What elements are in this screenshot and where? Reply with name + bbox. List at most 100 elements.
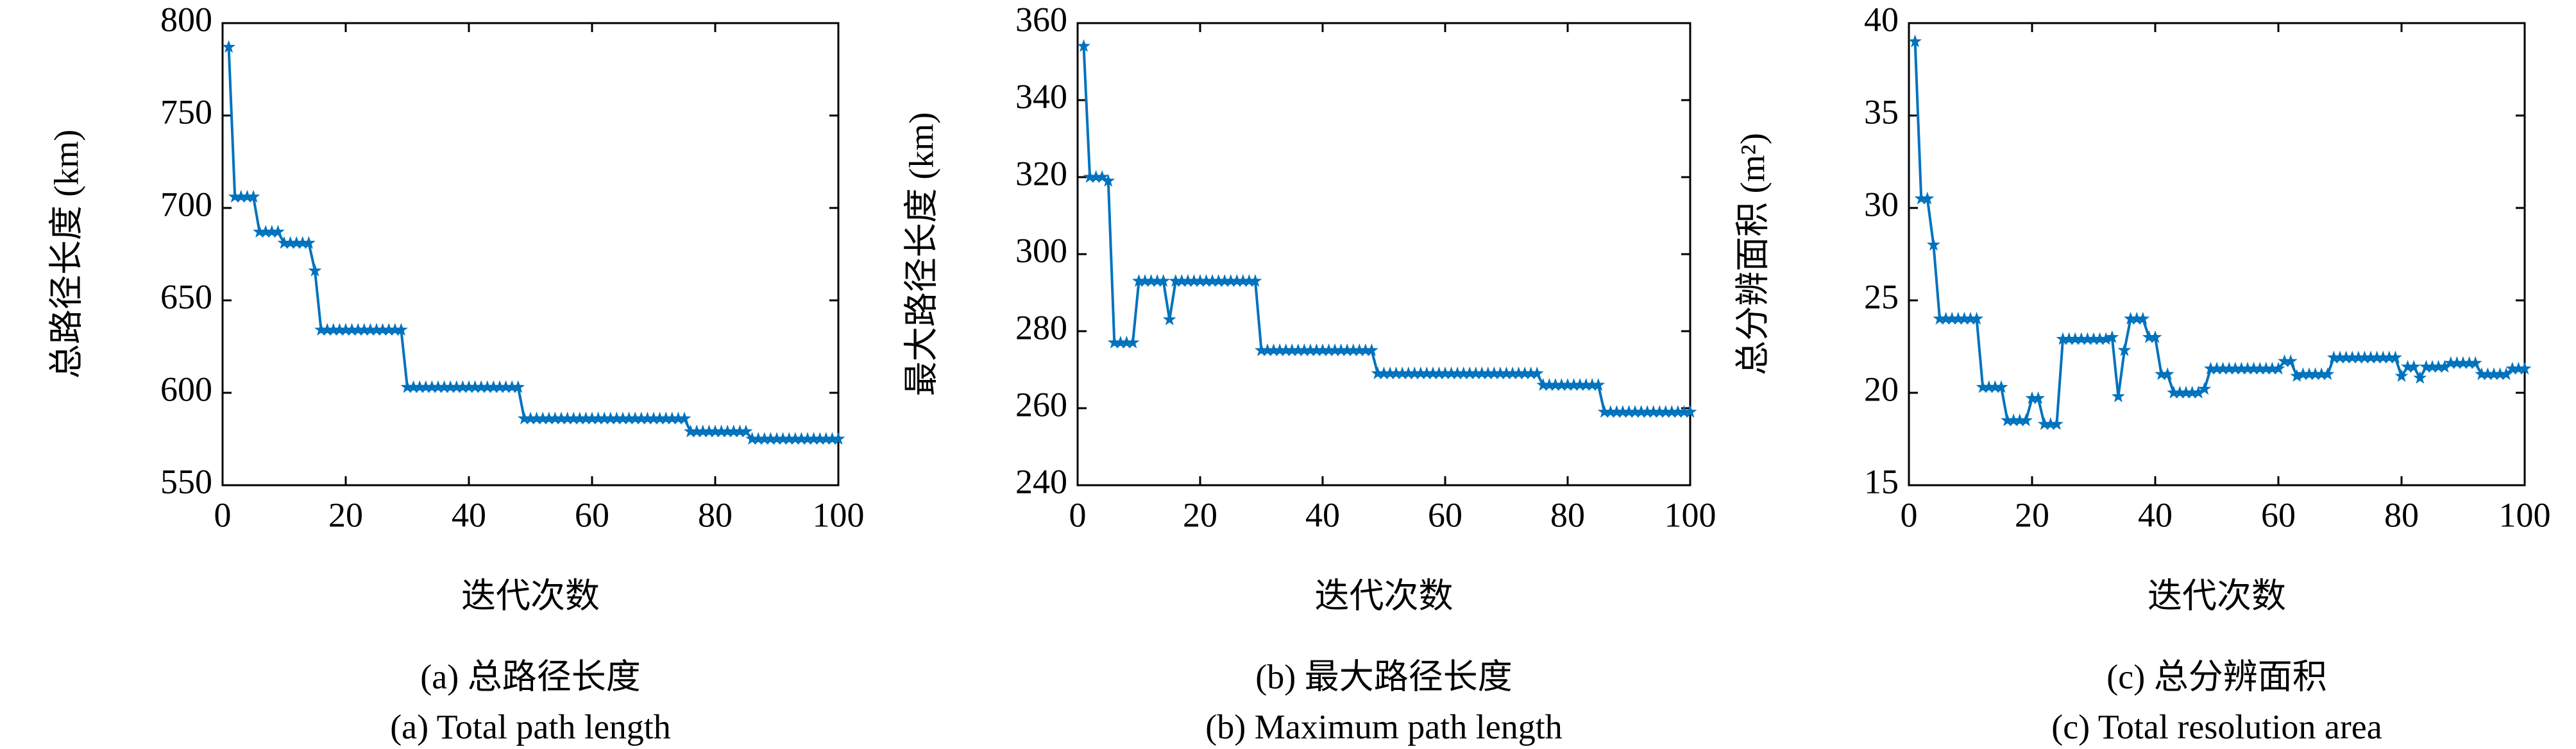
data-point — [1126, 336, 1140, 349]
data-point — [277, 236, 291, 249]
x-tick-label: 80 — [2384, 495, 2419, 534]
data-point — [1481, 366, 1495, 379]
data-point — [2309, 367, 2323, 381]
data-point — [493, 380, 507, 393]
data-point — [1346, 343, 1360, 356]
x-tick-label: 100 — [1665, 495, 1716, 534]
plot-frame — [1908, 22, 2526, 486]
data-point — [1677, 405, 1691, 418]
data-point — [1389, 366, 1403, 379]
data-point — [1567, 378, 1580, 391]
data-point — [1328, 343, 1342, 356]
data-point — [1475, 366, 1489, 379]
data-point — [407, 380, 421, 393]
data-point — [388, 323, 402, 336]
data-point — [751, 432, 765, 445]
data-point — [345, 323, 359, 336]
data-point — [1217, 274, 1232, 287]
data-point — [2302, 367, 2316, 381]
data-point — [1187, 274, 1201, 287]
data-point — [1395, 366, 1409, 379]
data-point — [2044, 417, 2058, 430]
y-axis-label: 总路径长度 (km) — [47, 130, 85, 379]
data-point — [1212, 274, 1226, 287]
data-point — [2296, 367, 2310, 381]
data-point — [2407, 359, 2421, 373]
data-point — [351, 323, 365, 336]
data-point — [450, 380, 464, 393]
data-point — [363, 323, 377, 336]
data-point — [2117, 343, 2131, 356]
data-point — [1542, 378, 1556, 391]
data-point — [1224, 274, 1238, 287]
y-tick-label: 600 — [160, 370, 212, 408]
data-point — [2247, 361, 2261, 375]
data-point — [1169, 274, 1183, 287]
data-point — [1512, 366, 1526, 379]
data-point — [376, 323, 390, 336]
data-point — [604, 411, 618, 425]
data-point — [1230, 274, 1244, 287]
data-point — [499, 380, 513, 393]
data-point — [1199, 274, 1213, 287]
data-point — [1933, 311, 1947, 325]
data-point — [400, 380, 414, 393]
data-point — [702, 424, 716, 438]
data-point — [2413, 371, 2427, 384]
data-point — [240, 189, 254, 203]
data-point — [1316, 343, 1330, 356]
data-point — [1647, 405, 1661, 418]
data-point — [1364, 343, 1378, 356]
data-point — [1622, 405, 1636, 418]
data-point — [1383, 366, 1397, 379]
data-point — [1500, 366, 1513, 379]
data-point — [1260, 343, 1275, 356]
data-point — [1193, 274, 1207, 287]
data-point — [2216, 361, 2230, 375]
y-tick-label: 300 — [1015, 231, 1067, 270]
data-point — [2351, 350, 2366, 364]
data-point — [2074, 332, 2089, 345]
x-tick-label: 100 — [813, 495, 865, 534]
x-tick-label: 80 — [1550, 495, 1585, 534]
y-tick-label: 260 — [1015, 385, 1067, 424]
data-point — [2511, 361, 2525, 375]
data-point — [745, 432, 759, 445]
data-point — [2142, 330, 2156, 343]
data-point — [2185, 386, 2199, 399]
data-point — [1659, 405, 1673, 418]
data-point — [1982, 380, 1996, 393]
data-point — [1518, 366, 1532, 379]
data-point — [394, 323, 408, 336]
data-point — [1926, 237, 1940, 251]
data-point — [1908, 34, 1922, 47]
data-point — [819, 432, 833, 445]
data-point — [1083, 170, 1097, 183]
x-tick-label: 20 — [2015, 495, 2049, 534]
y-tick-label: 650 — [160, 277, 212, 316]
x-tick-label: 100 — [2499, 495, 2551, 534]
data-point — [2284, 354, 2298, 367]
y-tick-label: 40 — [1864, 0, 1899, 39]
plot-frame — [1076, 22, 1691, 486]
caption-en: (b) Maximum path length — [1205, 707, 1562, 746]
data-point — [228, 189, 242, 203]
data-point — [758, 432, 772, 445]
data-point — [474, 380, 488, 393]
data-point — [1573, 378, 1587, 391]
data-point — [2480, 367, 2495, 381]
data-point — [443, 380, 457, 393]
data-point — [462, 380, 476, 393]
x-tick-label: 40 — [1305, 495, 1340, 534]
data-point — [2241, 361, 2255, 375]
data-point — [2148, 330, 2162, 343]
y-tick-label: 240 — [1015, 462, 1067, 501]
data-point — [1303, 343, 1318, 356]
data-point — [696, 424, 710, 438]
data-point — [1994, 380, 2008, 393]
data-point — [1248, 274, 1262, 287]
data-point — [1181, 274, 1195, 287]
data-point — [2450, 356, 2464, 369]
data-point — [1530, 366, 1544, 379]
data-point — [770, 432, 784, 445]
